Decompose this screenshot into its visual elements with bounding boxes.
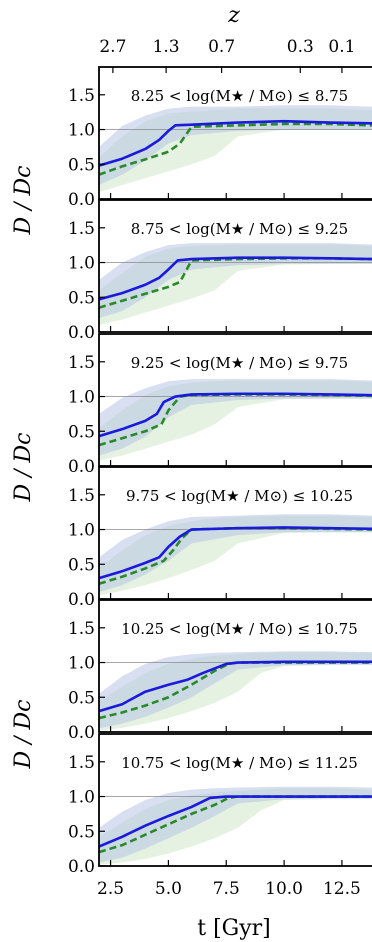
x-tick-label: 12.5: [323, 879, 361, 899]
solid-series-line: [99, 795, 372, 848]
y-tick-label: 1.5: [68, 619, 95, 639]
panel-frame: [98, 599, 372, 733]
y-tick-label: 0.5: [68, 288, 95, 308]
x-axis-label: t [Gyr]: [197, 916, 271, 941]
y-tick-label: 0.0: [68, 457, 95, 477]
y-tick-label: 0.0: [68, 323, 95, 343]
panel-6: 0.0 0.5 1.0 1.5 10.75 < log(M★ / M⊙) ≤ 11.25: [68, 733, 372, 877]
solid-series-band: [99, 379, 372, 456]
y-tick-label: 1.0: [68, 388, 95, 408]
plot-area: [99, 786, 372, 865]
y-tick-label: 1.0: [68, 254, 95, 274]
plot-area: [99, 379, 372, 461]
top-axis-label: z: [227, 3, 240, 28]
solid-series-band: [99, 243, 372, 319]
x-tick-label: 5.0: [155, 879, 182, 899]
y-tick-label: 0.5: [68, 688, 95, 708]
y-tick-label: 0.0: [68, 723, 95, 743]
dashed-series-line: [99, 122, 372, 176]
panel-4: 0.0 0.5 1.0 1.5 9.75 < log(M★ / M⊙) ≤ 10.25: [68, 466, 372, 610]
solid-series-band: [99, 105, 372, 186]
plot-area: [99, 514, 372, 596]
panel-frame: [98, 466, 372, 600]
panel-label: 9.75 < log(M★ / M⊙) ≤ 10.25: [126, 487, 353, 505]
y-tick-label: 1.0: [68, 654, 95, 674]
x-tick-label: 10.0: [265, 879, 303, 899]
plot-area: [99, 651, 372, 731]
x-tick-label: 7.5: [213, 879, 240, 899]
y-axis-label: D / Dc: [11, 166, 36, 236]
y-tick-label: 1.0: [68, 121, 95, 141]
panel-label: 10.25 < log(M★ / M⊙) ≤ 10.75: [121, 620, 358, 638]
y-tick-label: 0.5: [68, 155, 95, 175]
solid-series-line: [99, 256, 372, 301]
y-tick-label: 1.5: [68, 219, 95, 239]
y-tick-label: 1.5: [68, 353, 95, 373]
y-tick-label: 0.0: [68, 190, 95, 210]
y-axis-label: D / Dc: [11, 433, 36, 503]
y-tick-label: 0.0: [68, 590, 95, 610]
panel-2: 0.0 0.5 1.0 1.5 8.75 < log(M★ / M⊙) ≤ 9.25: [68, 199, 372, 343]
y-tick-label: 1.0: [68, 788, 95, 808]
panel-frame: [98, 733, 372, 867]
panel-label: 10.75 < log(M★ / M⊙) ≤ 11.25: [121, 754, 358, 772]
panel-5: 0.0 0.5 1.0 1.5 10.25 < log(M★ / M⊙) ≤ 10.75: [68, 599, 372, 743]
top-axis-tick-label: 1.3: [153, 37, 180, 57]
plot-area: [99, 243, 372, 326]
solid-series-band: [99, 514, 372, 593]
panel-3: 0.0 0.5 1.0 1.5 9.25 < log(M★ / M⊙) ≤ 9.75: [68, 333, 372, 477]
solid-series-line: [99, 660, 372, 713]
solid-series-band: [99, 651, 372, 729]
y-tick-label: 1.5: [68, 486, 95, 506]
solid-series-band: [99, 786, 372, 863]
solid-series-line: [99, 526, 372, 580]
y-tick-label: 0.5: [68, 555, 95, 575]
y-tick-label: 1.0: [68, 521, 95, 541]
panel-label: 8.75 < log(M★ / M⊙) ≤ 9.25: [131, 220, 348, 238]
y-tick-label: 0.0: [68, 857, 95, 877]
y-tick-label: 1.5: [68, 753, 95, 773]
top-axis-tick-label: 2.7: [99, 37, 126, 57]
solid-series-line: [99, 392, 372, 438]
top-axis-tick-label: 0.3: [287, 37, 314, 57]
y-axis-label: D / Dc: [11, 700, 36, 770]
plot-area: [99, 105, 372, 193]
panel-frame: [98, 199, 372, 333]
y-tick-label: 0.5: [68, 822, 95, 842]
top-axis-tick-label: 0.1: [328, 37, 355, 57]
top-axis-tick-label: 0.7: [208, 37, 235, 57]
panel-label: 9.25 < log(M★ / M⊙) ≤ 9.75: [131, 354, 348, 372]
panel-frame: [98, 66, 372, 200]
panel-1: 0.0 0.5 1.0 1.5 8.25 < log(M★ / M⊙) ≤ 8.75: [68, 66, 372, 210]
panel-frame: [98, 333, 372, 467]
panel-label: 8.25 < log(M★ / M⊙) ≤ 8.75: [131, 87, 348, 105]
x-tick-label: 2.5: [97, 879, 124, 899]
y-tick-label: 0.5: [68, 422, 95, 442]
solid-series-line: [99, 119, 372, 167]
y-tick-label: 1.5: [68, 86, 95, 106]
